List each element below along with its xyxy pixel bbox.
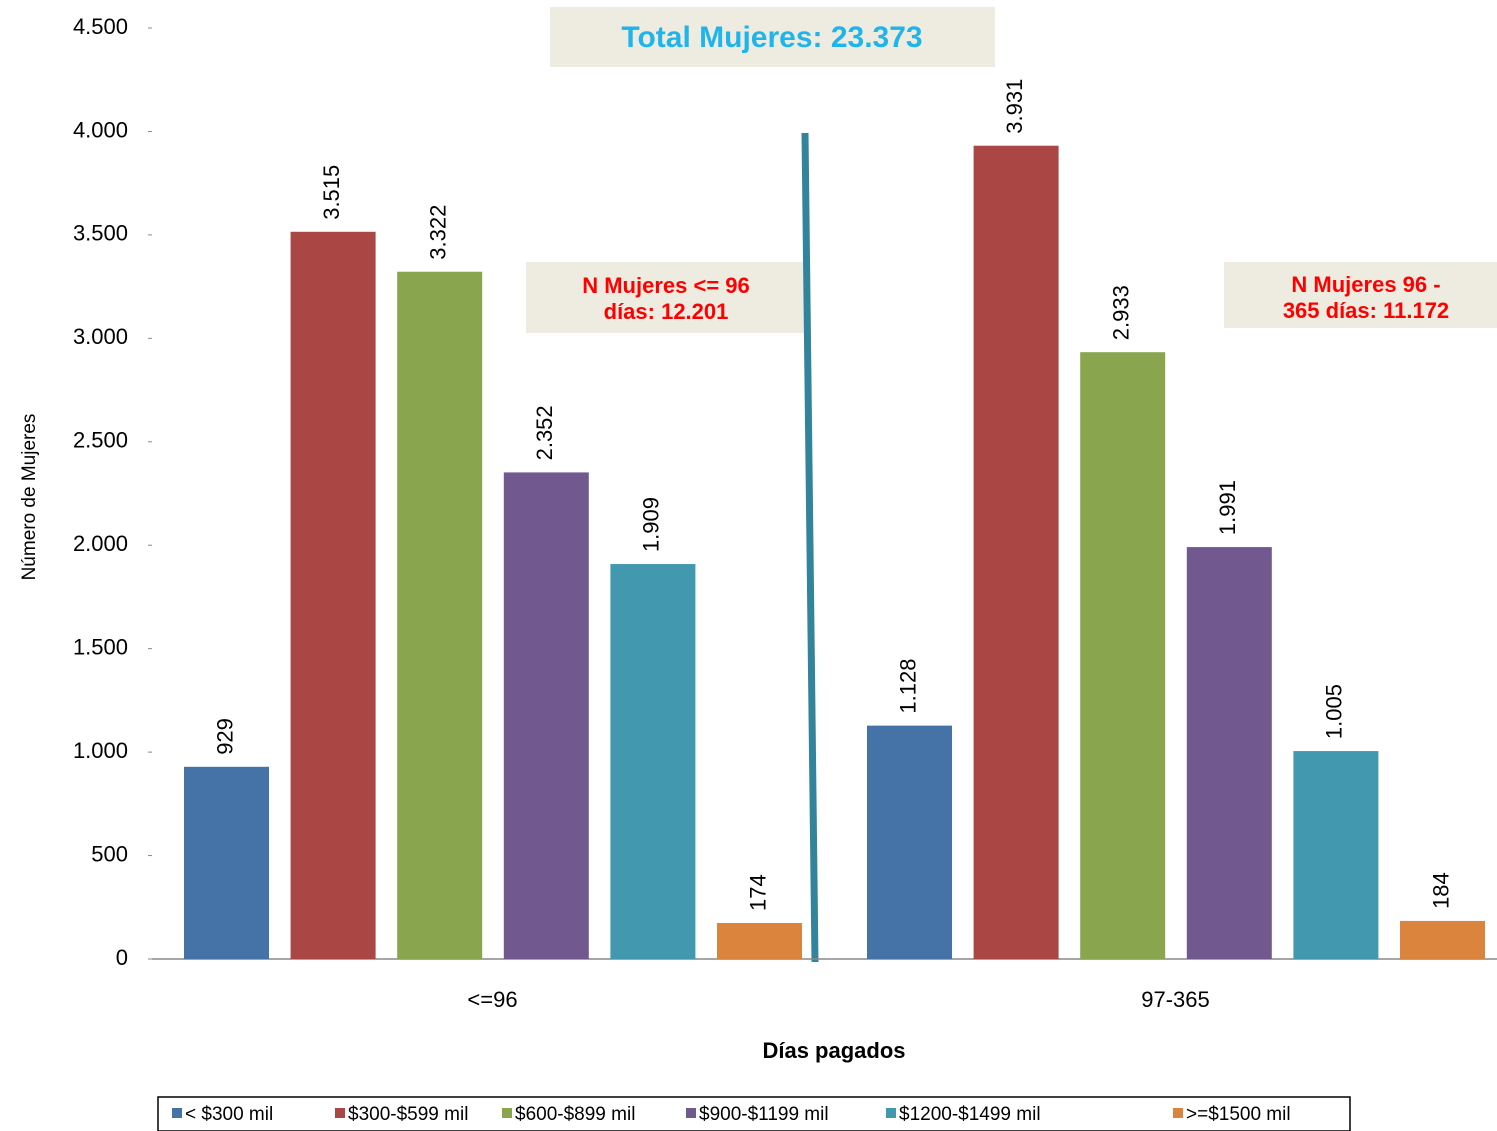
bar xyxy=(717,923,802,959)
legend-swatch xyxy=(1173,1108,1183,1118)
data-label: 1.909 xyxy=(639,497,664,552)
separator xyxy=(801,132,819,963)
bar xyxy=(1400,920,1485,959)
bar xyxy=(290,231,376,960)
annotation: N Mujeres <= 96 xyxy=(582,273,750,298)
legend-swatch xyxy=(886,1108,896,1118)
bar xyxy=(184,766,269,959)
data-label: 3.515 xyxy=(319,165,344,220)
legend-swatch xyxy=(335,1108,345,1118)
bar xyxy=(1080,352,1166,959)
data-label: 2.352 xyxy=(532,405,557,460)
bar xyxy=(503,472,589,959)
data-label: 174 xyxy=(745,874,770,911)
data-label: 3.931 xyxy=(1002,79,1027,134)
legend-label: $600-$899 mil xyxy=(515,1104,635,1125)
y-tick-label: 3.500 xyxy=(73,221,128,246)
legend-label: < $300 mil xyxy=(185,1104,273,1125)
y-tick-label: 500 xyxy=(91,841,128,866)
data-label: 184 xyxy=(1428,872,1453,909)
legend-swatch xyxy=(686,1108,696,1118)
annotation: 365 días: 11.172 xyxy=(1283,298,1449,323)
bar xyxy=(1186,547,1272,959)
legend-label: $300-$599 mil xyxy=(348,1104,468,1125)
y-tick-label: 1.500 xyxy=(73,634,128,659)
x-tick-label: 97-365 xyxy=(1141,987,1210,1012)
bar xyxy=(1293,751,1379,959)
legend-label: $900-$1199 mil xyxy=(699,1104,829,1125)
bar xyxy=(397,271,483,960)
legend xyxy=(157,1096,1351,1131)
annotation-box xyxy=(1224,262,1497,328)
annotation: días: 12.201 xyxy=(604,299,729,324)
bar xyxy=(610,564,696,959)
legend-label: >=$1500 mil xyxy=(1186,1104,1291,1125)
x-axis-title: Días pagados xyxy=(762,1038,905,1063)
y-tick-label: 2.500 xyxy=(73,428,128,453)
data-label: 1.991 xyxy=(1215,480,1240,535)
data-label: 2.933 xyxy=(1109,285,1134,340)
legend-swatch xyxy=(172,1108,182,1118)
annotation-box xyxy=(526,262,807,333)
y-tick-label: 4.500 xyxy=(73,14,128,39)
data-label: 1.005 xyxy=(1322,684,1347,739)
y-tick-label: 4.000 xyxy=(73,117,128,142)
y-tick-label: 1.000 xyxy=(73,738,128,763)
y-tick-label: 2.000 xyxy=(73,531,128,556)
x-tick-label: <=96 xyxy=(467,987,517,1012)
data-label: 929 xyxy=(212,718,237,755)
data-label: 3.322 xyxy=(426,205,451,260)
annotation-box xyxy=(550,7,995,67)
annotation: N Mujeres 96 - xyxy=(1291,272,1440,297)
data-label: 1.128 xyxy=(895,659,920,714)
y-tick-label: 3.000 xyxy=(73,324,128,349)
y-tick-label: 0 xyxy=(116,945,128,970)
legend-swatch xyxy=(502,1108,512,1118)
annotation: Total Mujeres: 23.373 xyxy=(621,21,922,54)
y-axis-title: Número de Mujeres xyxy=(19,414,40,581)
legend-label: $1200-$1499 mil xyxy=(899,1104,1041,1125)
bar xyxy=(973,145,1059,959)
bar xyxy=(867,725,952,959)
